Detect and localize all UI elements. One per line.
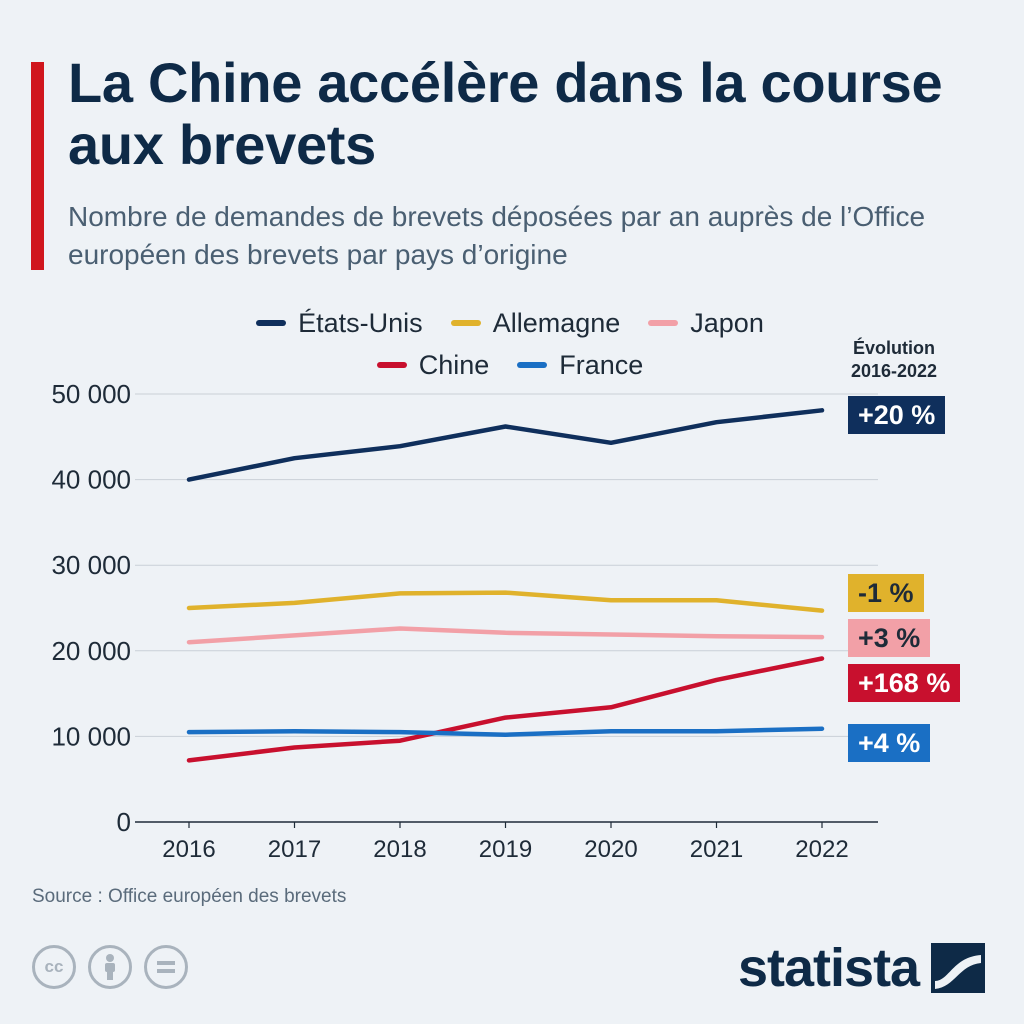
y-tick-label: 0 <box>117 807 131 837</box>
legend-item-japon: Japon <box>648 308 764 339</box>
attribution-icon <box>88 945 132 989</box>
legend-swatch-etats-unis <box>256 320 287 326</box>
x-tick-label: 2018 <box>373 836 426 863</box>
y-tick-label: 40 000 <box>51 465 131 495</box>
legend-label-allemagne: Allemagne <box>492 307 621 338</box>
legend-label-japon: Japon <box>690 307 764 338</box>
legend-row-1: États-Unis Allemagne Japon <box>180 302 840 344</box>
statista-logo-text: statista <box>738 938 920 998</box>
page-subtitle: Nombre de demandes de brevets déposées p… <box>68 201 926 270</box>
accent-bar <box>31 62 44 270</box>
no-derivatives-icon <box>144 945 188 989</box>
source-note: Source : Office européen des brevets <box>32 886 347 907</box>
x-tick-label: 2017 <box>268 836 321 863</box>
change-badge-etats-unis: +20 % <box>848 396 946 434</box>
legend-item-france: France <box>517 350 643 381</box>
legend-swatch-france <box>517 362 548 368</box>
x-tick-label: 2016 <box>162 836 215 863</box>
y-tick-label: 30 000 <box>51 550 131 580</box>
change-badge-france: +4 % <box>848 724 931 762</box>
legend-item-chine: Chine <box>376 349 490 381</box>
series-line-etats-unis <box>186 408 825 482</box>
change-badge-allemagne: -1 % <box>848 574 924 612</box>
x-tick-label: 2021 <box>690 836 743 863</box>
legend-swatch-japon <box>648 320 679 326</box>
y-tick-label: 20 000 <box>51 636 131 666</box>
legend-row-2: Chine France <box>180 344 840 386</box>
y-tick-label: 10 000 <box>51 721 131 751</box>
change-badge-chine: +168 % <box>848 664 961 702</box>
x-tick-label: 2020 <box>584 836 637 863</box>
series-line-japon <box>186 626 825 645</box>
license-icons: cc <box>32 945 188 989</box>
page-title: La Chine accélère dans la course aux bre… <box>68 51 943 176</box>
statista-logo-icon <box>931 943 986 993</box>
y-tick-label: 50 000 <box>51 379 131 409</box>
series-line-france <box>186 726 825 737</box>
legend-label-france: France <box>559 349 644 380</box>
legend-swatch-chine <box>376 362 407 368</box>
legend-swatch-allemagne <box>450 320 481 326</box>
legend-item-etats-unis: États-Unis <box>256 308 423 339</box>
x-tick-label: 2022 <box>795 836 848 863</box>
legend-item-allemagne: Allemagne <box>450 307 621 339</box>
creative-commons-icon: cc <box>32 945 76 989</box>
chart-legend: États-Unis Allemagne Japon Chine France <box>180 302 840 386</box>
statista-logo: statista <box>738 938 986 998</box>
series-line-chine <box>186 656 825 763</box>
legend-label-etats-unis: États-Unis <box>298 307 423 338</box>
series-line-allemagne <box>186 590 825 613</box>
change-badge-japon: +3 % <box>848 619 931 657</box>
legend-label-chine: Chine <box>418 349 490 380</box>
x-tick-label: 2019 <box>479 836 532 863</box>
evolution-header: Évolution 2016-2022 <box>850 338 938 381</box>
